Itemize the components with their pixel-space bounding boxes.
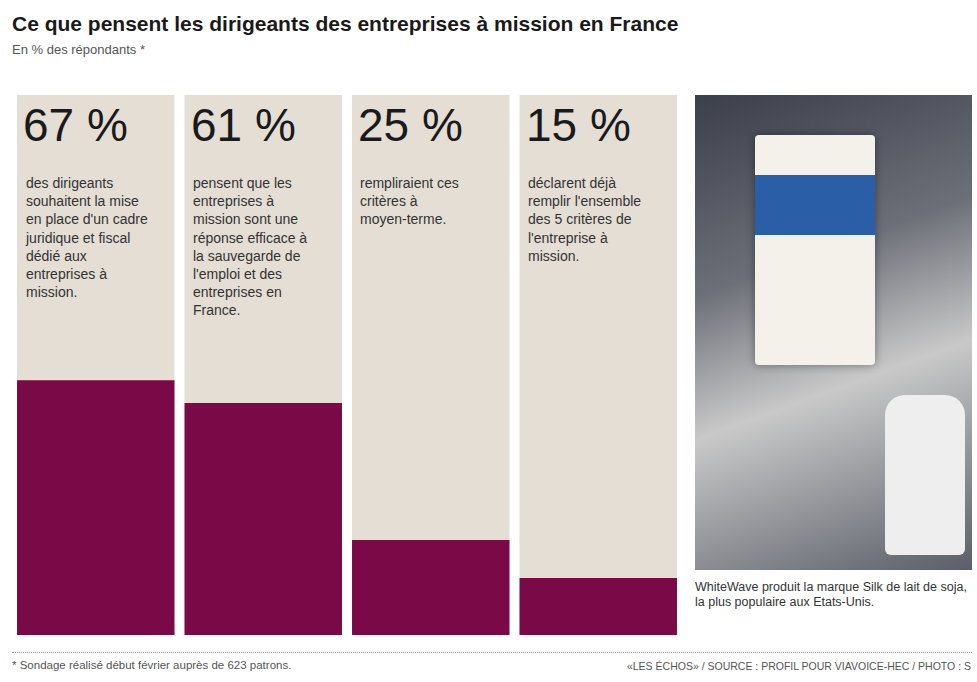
html-text:Ce que pensent les dirigeants: Ce que pensent les dirigeants des entrep… [12,12,679,35]
html-text:«LES ÉCHOS» / SOURCE : PROFIL: «LES ÉCHOS» / SOURCE : PROFIL POUR VIAVO… [626,660,971,672]
svg-text:25 %: 25 % [358,99,463,151]
html-text:WhiteWave produit la marque Si: WhiteWave produit la marque Silk de lait… [695,580,967,609]
svg-text:pensent que lesentreprises àmi: pensent que lesentreprises àmission sont… [193,175,307,318]
html-text:* Sondage réalisé début févrie: * Sondage réalisé début février auprès d… [12,659,292,671]
svg-text:15 %: 15 % [526,99,631,151]
html-text:En % des répondants *: En % des répondants * [12,42,145,57]
svg-text:déclarent déjàremplir l'ensemb: déclarent déjàremplir l'ensembledes 5 cr… [528,175,641,264]
svg-text:rempliraient cescritères àmoye: rempliraient cescritères àmoyen-terme. [360,175,459,227]
svg-text:des dirigeantssouhaitent la mi: des dirigeantssouhaitent la miseen place… [25,175,148,300]
svg-text:61 %: 61 % [191,99,296,151]
svg-text:67 %: 67 % [23,99,128,151]
